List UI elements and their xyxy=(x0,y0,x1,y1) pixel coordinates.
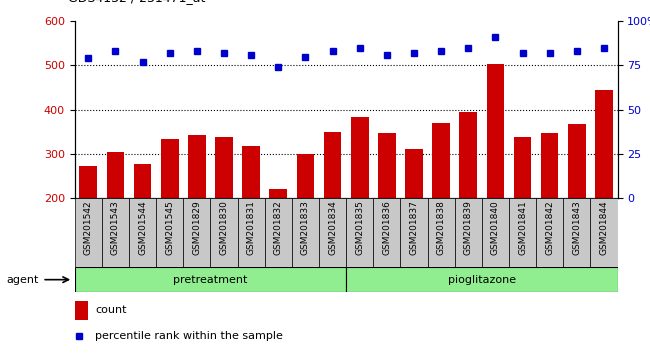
Text: GSM201837: GSM201837 xyxy=(410,200,419,255)
Text: pretreatment: pretreatment xyxy=(174,275,248,285)
Text: GSM201841: GSM201841 xyxy=(518,200,527,255)
Text: GSM201833: GSM201833 xyxy=(301,200,310,255)
Bar xyxy=(373,198,400,267)
Bar xyxy=(296,154,314,198)
Bar xyxy=(75,267,346,292)
Bar xyxy=(346,267,618,292)
Text: GSM201542: GSM201542 xyxy=(84,200,93,255)
Bar xyxy=(405,149,422,198)
Text: agent: agent xyxy=(6,275,39,285)
Bar xyxy=(183,198,211,267)
Bar xyxy=(536,198,564,267)
Text: percentile rank within the sample: percentile rank within the sample xyxy=(96,331,283,341)
Text: GDS4132 / 231471_at: GDS4132 / 231471_at xyxy=(68,0,205,4)
Bar xyxy=(346,198,373,267)
Text: pioglitazone: pioglitazone xyxy=(448,275,516,285)
Text: GSM201544: GSM201544 xyxy=(138,200,147,255)
Bar xyxy=(161,138,179,198)
Bar xyxy=(75,301,88,320)
Bar xyxy=(487,64,504,198)
Bar xyxy=(215,137,233,198)
Bar xyxy=(319,198,346,267)
Bar xyxy=(270,188,287,198)
Bar xyxy=(428,198,455,267)
Text: GSM201844: GSM201844 xyxy=(599,200,608,255)
Bar xyxy=(400,198,428,267)
Bar xyxy=(156,198,183,267)
Bar xyxy=(351,117,369,198)
Text: GSM201831: GSM201831 xyxy=(246,200,255,255)
Text: count: count xyxy=(96,305,127,315)
Bar xyxy=(324,132,341,198)
Text: GSM201835: GSM201835 xyxy=(355,200,364,255)
Bar xyxy=(265,198,292,267)
Bar xyxy=(563,198,590,267)
Bar xyxy=(129,198,156,267)
Bar xyxy=(482,198,509,267)
Text: GSM201834: GSM201834 xyxy=(328,200,337,255)
Bar xyxy=(292,198,319,267)
Bar xyxy=(188,135,205,198)
Bar xyxy=(79,166,97,198)
Text: GSM201832: GSM201832 xyxy=(274,200,283,255)
Bar xyxy=(75,198,102,267)
Bar xyxy=(242,146,260,198)
Bar xyxy=(432,123,450,198)
Bar xyxy=(509,198,536,267)
Bar xyxy=(211,198,238,267)
Bar xyxy=(541,133,558,198)
Bar xyxy=(455,198,482,267)
Text: GSM201839: GSM201839 xyxy=(463,200,473,255)
Bar xyxy=(238,198,265,267)
Bar xyxy=(102,198,129,267)
Text: GSM201829: GSM201829 xyxy=(192,200,202,255)
Text: GSM201545: GSM201545 xyxy=(165,200,174,255)
Bar xyxy=(107,152,124,198)
Bar xyxy=(134,164,151,198)
Bar xyxy=(460,112,477,198)
Bar xyxy=(514,137,531,198)
Text: GSM201840: GSM201840 xyxy=(491,200,500,255)
Bar xyxy=(590,198,618,267)
Bar xyxy=(378,133,396,198)
Text: GSM201836: GSM201836 xyxy=(382,200,391,255)
Text: GSM201842: GSM201842 xyxy=(545,200,554,255)
Text: GSM201843: GSM201843 xyxy=(572,200,581,255)
Text: GSM201543: GSM201543 xyxy=(111,200,120,255)
Text: GSM201830: GSM201830 xyxy=(220,200,229,255)
Bar xyxy=(568,124,586,198)
Bar xyxy=(595,90,613,198)
Text: GSM201838: GSM201838 xyxy=(437,200,446,255)
